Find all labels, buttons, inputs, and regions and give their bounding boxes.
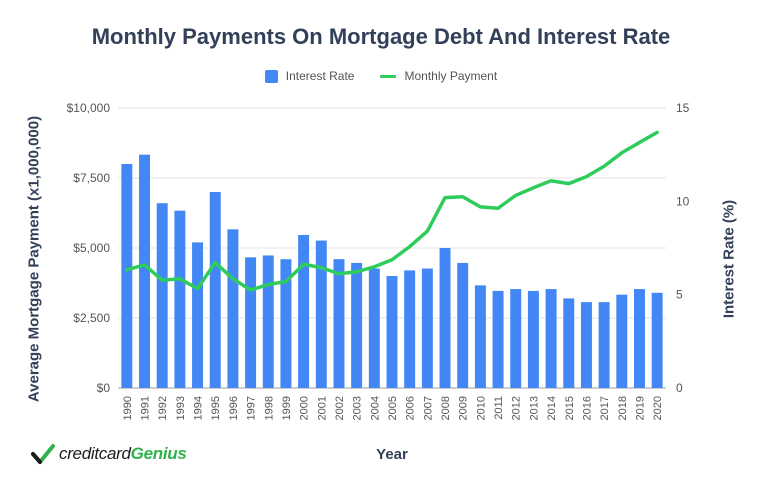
legend-swatch-line (380, 74, 397, 78)
bar (651, 292, 663, 388)
bar (315, 240, 327, 388)
brand-logo: creditcardGenius (31, 443, 187, 465)
x-tick-label: 2005 (387, 396, 399, 420)
bar (439, 248, 451, 388)
bar (209, 192, 221, 388)
x-tick-label: 2002 (334, 396, 346, 420)
bar (227, 229, 239, 388)
bar (298, 234, 310, 388)
bar (174, 210, 186, 388)
x-tick-label: 2018 (617, 396, 629, 420)
bar (510, 289, 522, 388)
line-series-monthly-payment (125, 130, 659, 292)
x-tick-label: 1991 (140, 396, 152, 420)
x-tick-label: 2007 (422, 396, 434, 420)
chart-title: Monthly Payments On Mortgage Debt And In… (91, 24, 671, 49)
bar (527, 290, 539, 388)
x-tick-label: 2001 (316, 396, 328, 420)
legend-item-monthly-payment[interactable]: Monthly Payment (380, 69, 497, 83)
bar (368, 268, 380, 388)
bar (545, 289, 557, 388)
x-tick-label: 1994 (193, 396, 205, 420)
y-left-tick-label: $2,500 (73, 311, 110, 325)
x-tick-label: 1999 (281, 396, 293, 420)
bar (563, 298, 575, 388)
brand-logo-text: creditcardGenius (59, 444, 187, 463)
x-tick-label: 2004 (369, 396, 381, 420)
bar (245, 257, 257, 388)
x-axis-label: Year (376, 446, 408, 463)
y-left-tick-label: $0 (97, 381, 111, 395)
y-right-tick-label: 15 (676, 101, 690, 115)
legend: Interest Rate Monthly Payment (0, 69, 762, 83)
x-tick-label: 2003 (352, 396, 364, 420)
x-tick-label: 1997 (246, 396, 258, 420)
x-tick-label: 2012 (511, 396, 523, 420)
y-axis-right-label: Interest Rate (%) (720, 199, 738, 319)
y-right-tick-label: 10 (676, 194, 690, 208)
bar (351, 262, 363, 388)
bar (262, 255, 274, 388)
bar (280, 259, 292, 388)
bar (421, 268, 433, 388)
x-tick-label: 1996 (228, 396, 240, 420)
bar (598, 302, 610, 388)
bar (192, 242, 204, 388)
bar (616, 294, 628, 388)
legend-label-interest-rate: Interest Rate (285, 69, 355, 83)
x-tick-label: 1993 (175, 396, 187, 420)
x-tick-label: 2010 (475, 396, 487, 420)
y-axis-left-label: Average Mortgage Payment (x1,000,000) (25, 115, 43, 403)
x-tick-label: 2000 (299, 396, 311, 420)
bar (580, 302, 592, 388)
x-tick-label: 2006 (405, 396, 417, 420)
bar (121, 164, 133, 388)
bar (404, 270, 416, 388)
y-left-tick-label: $10,000 (67, 101, 111, 115)
bar (139, 154, 150, 388)
x-tick-label: 2019 (634, 396, 646, 420)
bar (474, 285, 486, 388)
x-tick-label: 2017 (599, 396, 611, 420)
y-right-tick-label: 0 (676, 381, 683, 395)
legend-swatch-bar (264, 69, 278, 83)
x-tick-label: 2020 (652, 396, 664, 420)
x-tick-label: 2008 (440, 396, 452, 420)
bar (634, 289, 645, 388)
legend-item-interest-rate[interactable]: Interest Rate (264, 69, 355, 83)
x-tick-label: 1990 (122, 396, 134, 420)
y-right-tick-label: 5 (676, 288, 683, 302)
y-left-tick-label: $5,000 (73, 241, 110, 255)
brand-check-icon (31, 444, 55, 464)
x-tick-label: 2009 (458, 396, 470, 420)
x-tick-label: 1992 (157, 396, 169, 420)
bar (386, 276, 398, 388)
y-left-tick-label: $7,500 (73, 171, 110, 185)
bar (156, 203, 168, 388)
x-tick-label: 2013 (528, 396, 540, 420)
x-tick-label: 2011 (493, 396, 505, 420)
x-tick-label: 2016 (581, 396, 593, 420)
x-tick-label: 1995 (210, 396, 222, 420)
legend-label-monthly-payment: Monthly Payment (404, 69, 498, 83)
x-tick-label: 2015 (564, 396, 576, 420)
x-tick-label: 2014 (546, 396, 558, 420)
bar (333, 259, 345, 388)
bar (492, 290, 504, 388)
bar (457, 262, 469, 388)
x-tick-label: 1998 (263, 396, 275, 420)
